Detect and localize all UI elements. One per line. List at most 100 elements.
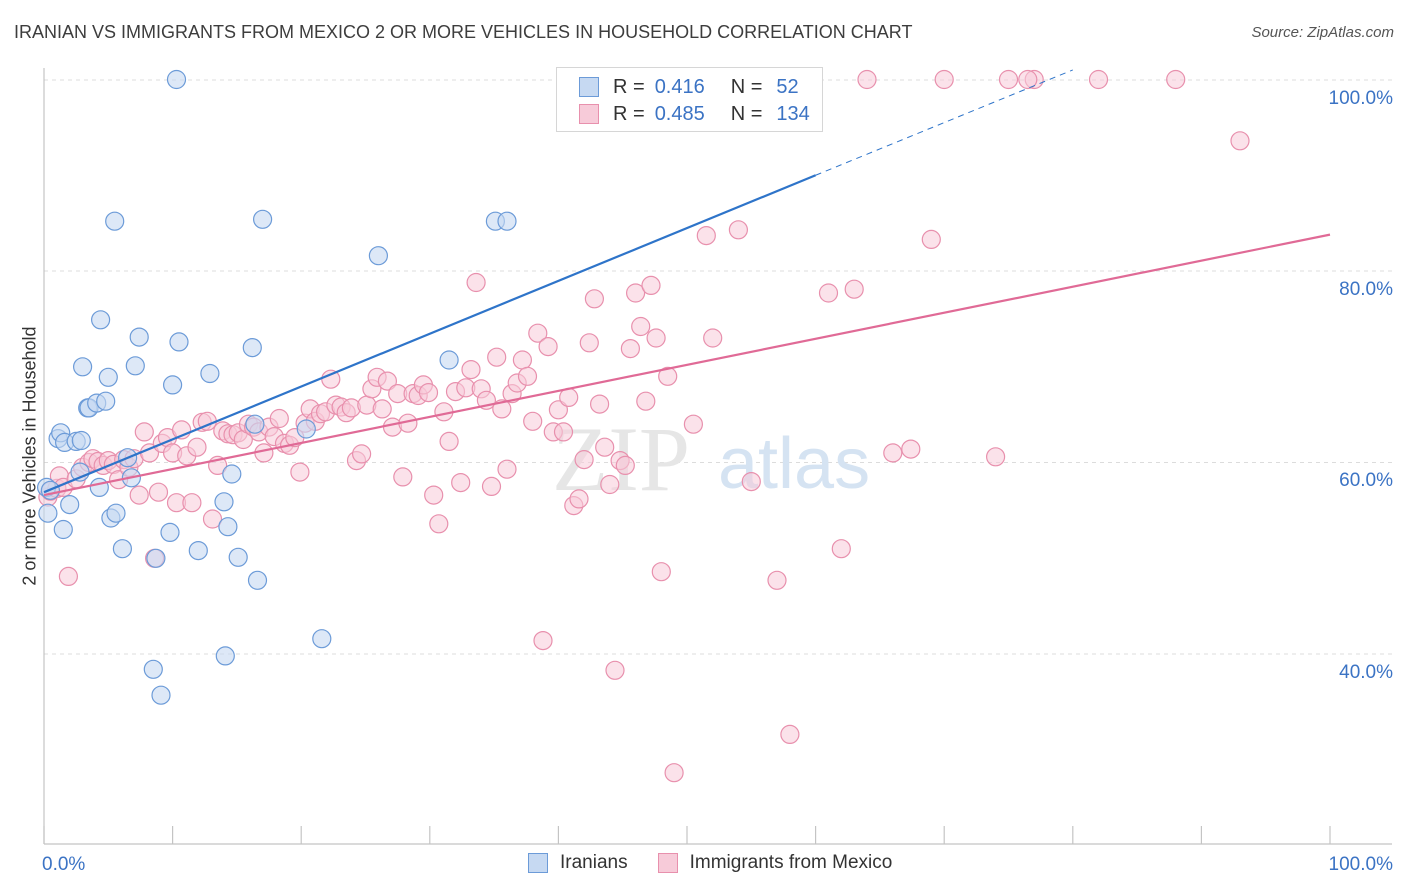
iranian-point xyxy=(106,503,126,523)
mexico-point xyxy=(600,474,620,495)
x-tick-label: 0.0% xyxy=(42,854,85,875)
iranian-point xyxy=(368,246,388,266)
mexico-point xyxy=(533,630,553,651)
mexico-point xyxy=(574,450,594,470)
iranian-point xyxy=(497,211,517,231)
mexico-point xyxy=(497,459,517,479)
mexico-point xyxy=(844,279,864,299)
iranian-point xyxy=(218,517,238,537)
source-credit: Source: ZipAtlas.com xyxy=(1251,24,1394,41)
mexico-point xyxy=(129,485,149,505)
mexico-point xyxy=(1230,131,1250,151)
mexico-point xyxy=(182,493,202,513)
iranian-point xyxy=(38,503,58,523)
iranian-point xyxy=(296,419,316,439)
iranian-point xyxy=(166,69,187,90)
mexico-point xyxy=(372,399,392,419)
y-tick-label: 40.0% xyxy=(1339,662,1393,683)
iranian-point xyxy=(253,209,273,229)
mexico-point xyxy=(579,333,599,353)
mexico-trendline xyxy=(43,233,1331,497)
mexico-point xyxy=(1166,69,1186,90)
mexico-point xyxy=(290,462,310,482)
correlation-legend: R = 0.416 N = 52 R = 0.485 N = 134 xyxy=(556,67,823,132)
mexico-point xyxy=(883,443,903,463)
mexico-point xyxy=(620,339,641,359)
legend-r-value: 0.485 xyxy=(654,102,705,125)
mexico-point xyxy=(664,763,684,783)
legend-n-label: N = xyxy=(730,102,763,125)
legend-swatch-iranians xyxy=(579,77,599,97)
y-tick-label: 80.0% xyxy=(1339,279,1393,300)
iranian-point xyxy=(143,659,163,679)
series-legend-swatch-mexico xyxy=(657,853,678,873)
mexico-point xyxy=(424,485,444,505)
mexico-point xyxy=(818,283,839,303)
iranian-point xyxy=(215,646,235,666)
mexico-point xyxy=(998,69,1019,90)
iranian-point xyxy=(200,363,220,384)
iranian-point xyxy=(169,332,189,352)
mexico-point xyxy=(625,283,646,303)
y-tick-label: 100.0% xyxy=(1329,88,1394,109)
iranians-trendline-extension xyxy=(815,69,1073,176)
legend-n-label: N = xyxy=(730,75,763,98)
mexico-point xyxy=(985,447,1006,467)
mexico-point xyxy=(857,69,877,90)
mexico-point xyxy=(393,467,413,487)
mexico-point xyxy=(703,328,723,348)
iranian-point xyxy=(439,350,459,370)
legend-r-value: 0.416 xyxy=(654,75,705,98)
watermark-atlas: atlas xyxy=(718,424,870,504)
mexico-point xyxy=(934,69,954,90)
mexico-point xyxy=(741,472,761,492)
y-axis-label: 2 or more Vehicles in Household xyxy=(19,326,40,586)
mexico-point xyxy=(646,328,666,348)
mexico-point xyxy=(553,422,574,442)
legend-swatch-mexico xyxy=(579,104,599,124)
mexico-point xyxy=(921,229,941,249)
mexico-point xyxy=(595,437,615,457)
chart-title: IRANIAN VS IMMIGRANTS FROM MEXICO 2 OR M… xyxy=(14,22,913,42)
legend-n-value: 134 xyxy=(776,102,810,125)
mexico-point xyxy=(487,347,507,367)
iranian-point xyxy=(98,367,118,387)
iranian-point xyxy=(247,570,268,590)
mexico-point xyxy=(615,455,635,475)
iranian-point xyxy=(160,522,180,543)
x-tick-label: 100.0% xyxy=(1329,854,1394,875)
iranian-point xyxy=(112,539,133,559)
mexico-point xyxy=(696,226,716,246)
iranian-point xyxy=(72,357,93,377)
mexico-point xyxy=(418,383,439,403)
iranian-point xyxy=(163,375,183,395)
mexico-point xyxy=(528,323,548,343)
mexico-point xyxy=(683,414,704,434)
iranian-point xyxy=(90,310,111,330)
mexico-point xyxy=(377,371,397,391)
legend-r-label: R = xyxy=(613,75,645,98)
iranian-point xyxy=(214,492,234,512)
mexico-point xyxy=(728,220,749,240)
iranian-point xyxy=(125,356,145,376)
mexico-point xyxy=(605,660,625,680)
iranian-point xyxy=(146,548,166,568)
mexico-point xyxy=(461,360,481,380)
mexico-point xyxy=(569,489,589,509)
mexico-point xyxy=(517,366,538,386)
legend-row-mexico: R = 0.485 N = 134 xyxy=(557,101,810,127)
iranian-point xyxy=(151,685,171,705)
series-legend-iranians: Iranians xyxy=(560,852,628,873)
mexico-point xyxy=(641,275,661,295)
mexico-point xyxy=(466,272,486,293)
legend-row-iranians: R = 0.416 N = 52 xyxy=(557,74,799,100)
mexico-point xyxy=(1018,69,1038,90)
iranian-point xyxy=(105,211,125,231)
mexico-point xyxy=(538,337,558,357)
iranian-point xyxy=(312,629,332,649)
mexico-point xyxy=(481,476,502,496)
iranian-point xyxy=(245,414,265,434)
mexico-point xyxy=(439,431,459,451)
mexico-point xyxy=(584,289,605,309)
mexico-point xyxy=(831,539,851,559)
